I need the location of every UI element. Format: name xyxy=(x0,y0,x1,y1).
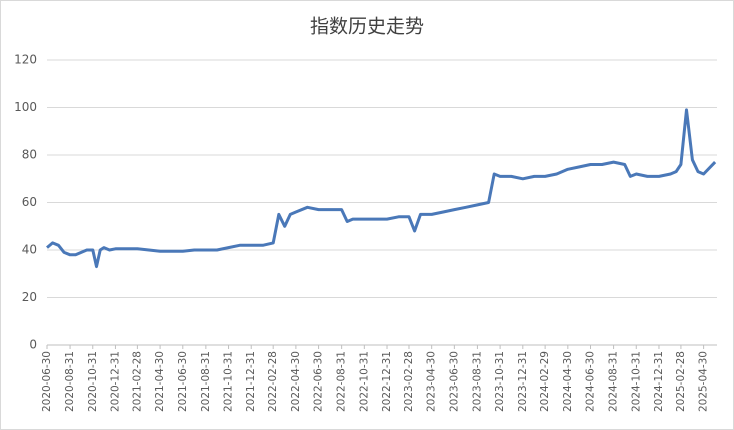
x-tick-label: 2022-10-31 xyxy=(358,351,370,412)
x-tick-label: 2021-02-28 xyxy=(131,351,143,412)
chart-title: 指数历史走势 xyxy=(310,16,424,38)
data-line xyxy=(46,108,717,269)
y-tick-label: 60 xyxy=(22,195,37,209)
x-tick-label: 2020-12-31 xyxy=(109,351,121,412)
x-tick-label: 2024-06-30 xyxy=(585,351,597,412)
x-tick-label: 2024-10-31 xyxy=(630,351,642,412)
x-tick-label: 2020-08-31 xyxy=(64,351,76,412)
x-tick-label: 2024-02-29 xyxy=(539,351,551,412)
x-tick-label: 2023-04-30 xyxy=(426,351,438,412)
x-tick-label: 2022-04-30 xyxy=(290,351,302,412)
x-tick-label: 2020-10-31 xyxy=(87,351,99,412)
y-tick-label: 0 xyxy=(29,338,37,352)
x-tick-label: 2024-04-30 xyxy=(562,351,574,412)
y-tick-label: 120 xyxy=(14,53,37,67)
x-tick-label: 2024-08-31 xyxy=(608,351,620,412)
x-tick-label: 2022-06-30 xyxy=(313,351,325,412)
x-tick-label: 2020-06-30 xyxy=(41,351,53,412)
x-tick-label: 2022-02-28 xyxy=(267,351,279,412)
y-tick-label: 40 xyxy=(22,243,37,257)
y-tick-label: 100 xyxy=(14,100,37,114)
x-tick-label: 2024-12-31 xyxy=(653,351,665,412)
x-tick-label: 2022-12-31 xyxy=(381,351,393,412)
y-tick-label: 80 xyxy=(22,148,37,162)
x-tick-label: 2021-06-30 xyxy=(177,351,189,412)
x-tick-label: 2023-08-31 xyxy=(471,351,483,412)
x-tick-label: 2022-08-31 xyxy=(336,351,348,412)
x-tick-label: 2023-12-31 xyxy=(517,351,529,412)
x-tick-label: 2021-04-30 xyxy=(154,351,166,412)
x-tick-label: 2021-12-31 xyxy=(245,351,257,412)
x-tick-label: 2023-10-31 xyxy=(494,351,506,412)
x-tick-label: 2023-02-28 xyxy=(403,351,415,412)
x-tick-label: 2025-02-28 xyxy=(675,351,687,412)
x-tick-label: 2025-04-30 xyxy=(698,351,710,412)
y-tick-label: 20 xyxy=(22,290,37,304)
x-tick-label: 2023-06-30 xyxy=(448,351,460,412)
x-tick-label: 2021-08-31 xyxy=(200,351,212,412)
x-tick-label: 2021-10-31 xyxy=(223,351,235,412)
